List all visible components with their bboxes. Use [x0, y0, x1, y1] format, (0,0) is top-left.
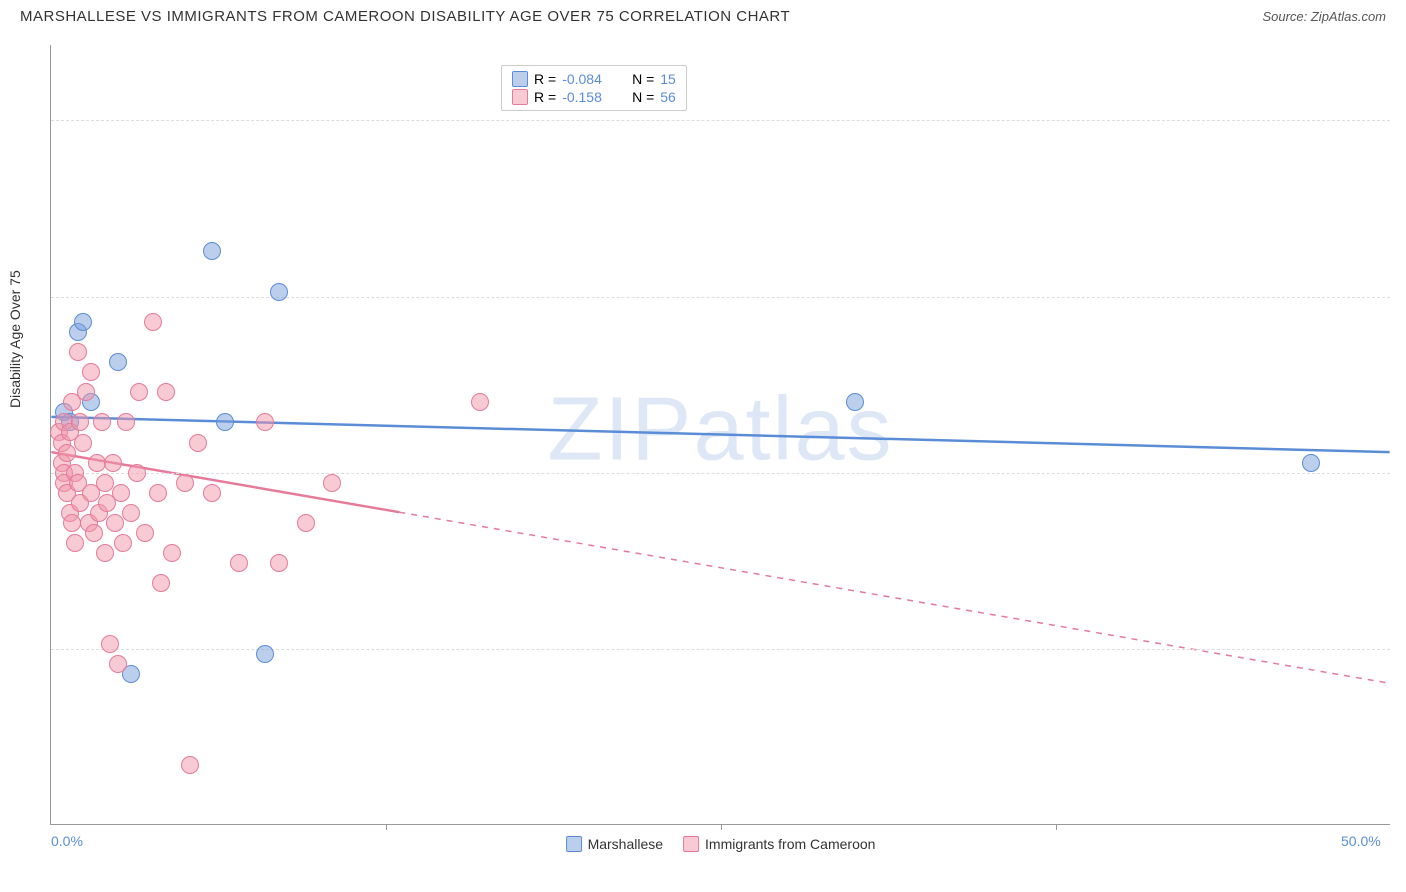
data-point — [66, 534, 84, 552]
chart-header: MARSHALLESE VS IMMIGRANTS FROM CAMEROON … — [0, 0, 1406, 29]
legend-n-label: N = — [628, 71, 654, 87]
data-point — [109, 655, 127, 673]
x-tick-label: 50.0% — [1341, 833, 1381, 849]
data-point — [270, 283, 288, 301]
data-point — [163, 544, 181, 562]
data-point — [104, 454, 122, 472]
data-point — [157, 383, 175, 401]
data-point — [149, 484, 167, 502]
data-point — [112, 484, 130, 502]
legend-r-label: R = — [534, 89, 556, 105]
chart-plot-area: ZIPatlas R = -0.084 N = 15 R = -0.158 N … — [50, 45, 1390, 825]
data-point — [152, 574, 170, 592]
series-legend: Marshallese Immigrants from Cameroon — [566, 836, 876, 852]
data-point — [181, 756, 199, 774]
data-point — [74, 434, 92, 452]
x-tick — [1056, 824, 1057, 830]
chart-title: MARSHALLESE VS IMMIGRANTS FROM CAMEROON … — [20, 8, 790, 25]
legend-swatch — [566, 836, 582, 852]
trend-line-solid — [51, 417, 1389, 452]
data-point — [256, 645, 274, 663]
data-point — [144, 313, 162, 331]
legend-n-value: 15 — [660, 71, 676, 87]
data-point — [216, 413, 234, 431]
trend-line-dashed — [399, 512, 1389, 683]
gridline-h — [51, 120, 1390, 121]
legend-r-value: -0.158 — [562, 89, 622, 105]
data-point — [96, 544, 114, 562]
data-point — [109, 353, 127, 371]
legend-r-label: R = — [534, 71, 556, 87]
data-point — [471, 393, 489, 411]
data-point — [82, 363, 100, 381]
legend-n-value: 56 — [660, 89, 676, 105]
data-point — [189, 434, 207, 452]
data-point — [136, 524, 154, 542]
data-point — [117, 413, 135, 431]
data-point — [122, 504, 140, 522]
legend-n-label: N = — [628, 89, 654, 105]
data-point — [77, 383, 95, 401]
trend-lines-svg — [51, 45, 1390, 824]
legend-swatch — [512, 89, 528, 105]
data-point — [96, 474, 114, 492]
data-point — [114, 534, 132, 552]
x-tick-label: 0.0% — [51, 833, 83, 849]
data-point — [71, 413, 89, 431]
data-point — [176, 474, 194, 492]
data-point — [203, 242, 221, 260]
stats-legend: R = -0.084 N = 15 R = -0.158 N = 56 — [501, 65, 687, 111]
data-point — [69, 343, 87, 361]
gridline-h — [51, 473, 1390, 474]
data-point — [85, 524, 103, 542]
stats-legend-row: R = -0.084 N = 15 — [512, 70, 676, 88]
data-point — [846, 393, 864, 411]
legend-swatch — [683, 836, 699, 852]
data-point — [256, 413, 274, 431]
gridline-h — [51, 649, 1390, 650]
legend-r-value: -0.084 — [562, 71, 622, 87]
x-tick — [721, 824, 722, 830]
data-point — [130, 383, 148, 401]
legend-item: Marshallese — [566, 836, 663, 852]
data-point — [93, 413, 111, 431]
y-axis-label: Disability Age Over 75 — [7, 270, 23, 408]
gridline-h — [51, 297, 1390, 298]
data-point — [203, 484, 221, 502]
data-point — [270, 554, 288, 572]
data-point — [323, 474, 341, 492]
data-point — [230, 554, 248, 572]
legend-label: Immigrants from Cameroon — [705, 836, 875, 852]
chart-source: Source: ZipAtlas.com — [1262, 9, 1386, 24]
data-point — [297, 514, 315, 532]
data-point — [74, 313, 92, 331]
data-point — [58, 444, 76, 462]
data-point — [101, 635, 119, 653]
data-point — [1302, 454, 1320, 472]
legend-label: Marshallese — [588, 836, 663, 852]
x-tick — [386, 824, 387, 830]
data-point — [106, 514, 124, 532]
legend-swatch — [512, 71, 528, 87]
data-point — [128, 464, 146, 482]
legend-item: Immigrants from Cameroon — [683, 836, 875, 852]
stats-legend-row: R = -0.158 N = 56 — [512, 88, 676, 106]
